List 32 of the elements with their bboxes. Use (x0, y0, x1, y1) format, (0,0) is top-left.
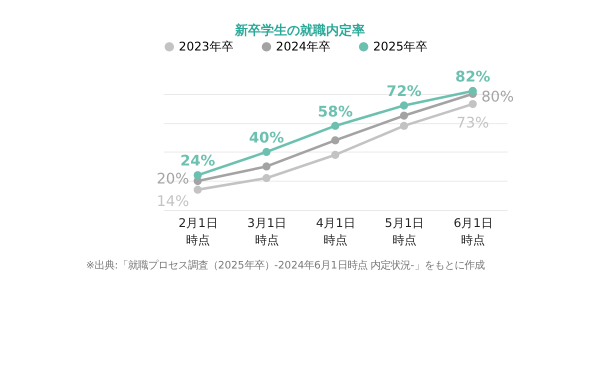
data-label: 14% (156, 193, 190, 210)
x-tick-label: 4月1日時点 (316, 216, 356, 247)
data-label: 73% (456, 114, 490, 132)
chart-title: 新卒学生の就職内定率 (234, 22, 365, 39)
point (400, 112, 408, 120)
data-label: 24% (180, 152, 216, 170)
x-tick-label: 3月1日時点 (247, 216, 287, 247)
point (194, 186, 202, 194)
data-label: 72% (386, 83, 422, 100)
point (400, 122, 408, 130)
x-tick-label: 6月1日時点 (454, 216, 493, 247)
point (400, 101, 408, 110)
point (262, 174, 271, 182)
point (331, 150, 340, 159)
point (331, 122, 340, 130)
data-label: 40% (248, 130, 284, 147)
x-tick-label: 5月1日時点 (384, 216, 424, 247)
legend-label: 2023年卒 (178, 39, 234, 54)
data-label: 20% (156, 170, 190, 188)
legend-label: 2024年卒 (276, 39, 331, 54)
x-tick-label: 2月1日時点 (178, 216, 218, 247)
point (262, 162, 271, 171)
text: ※出典:「就職プロセス調査（2025年卒）-2024年6月1日時点 内定状況-」をもとに作成 (86, 259, 484, 272)
data-label: 58% (318, 103, 354, 120)
data-label: 82% (455, 68, 491, 86)
point (468, 100, 477, 108)
point (468, 86, 477, 96)
point (331, 136, 340, 144)
point (262, 148, 271, 156)
point (194, 171, 202, 180)
data-label: 80% (481, 88, 514, 106)
legend-label: 2025年卒 (373, 39, 428, 54)
